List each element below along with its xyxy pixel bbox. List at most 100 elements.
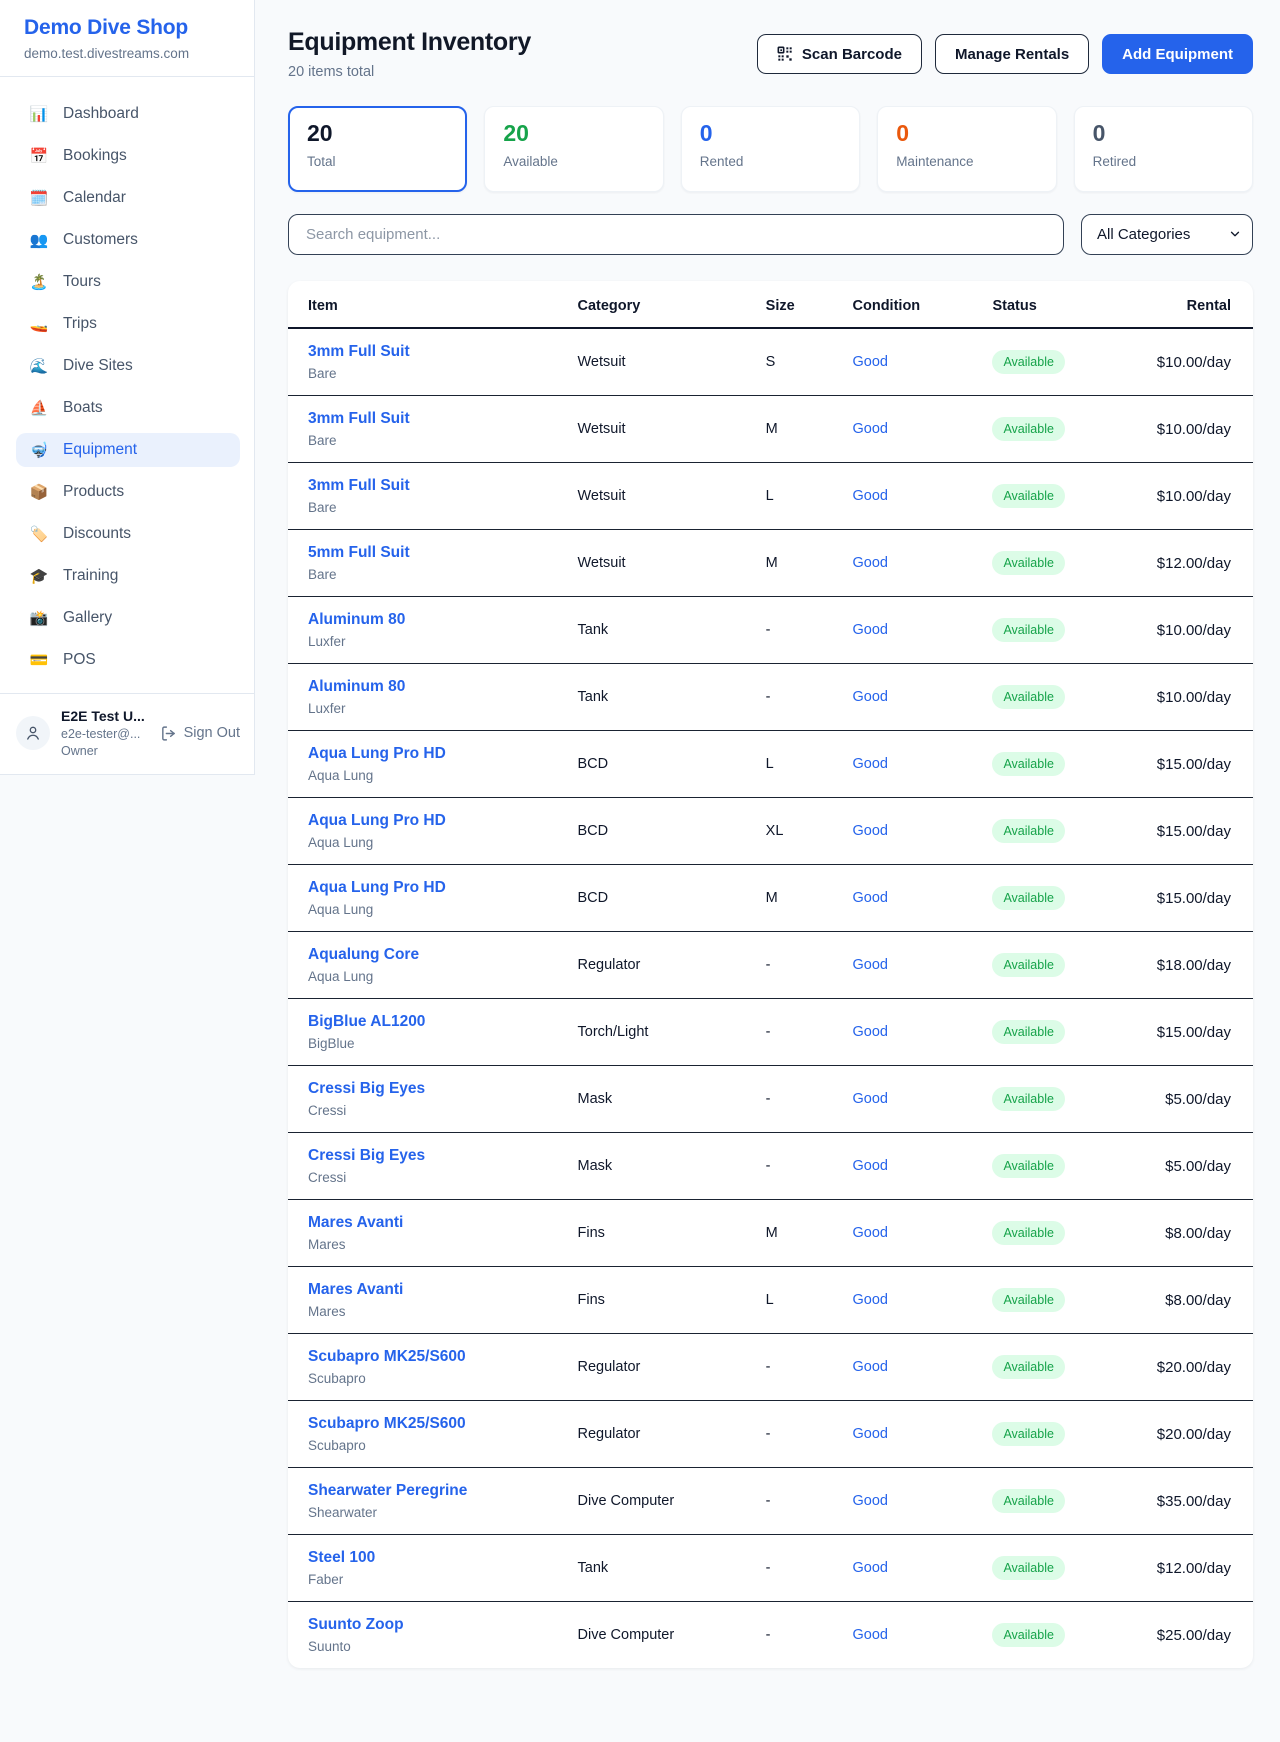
- page-header: Equipment Inventory 20 items total: [288, 28, 1253, 80]
- tours-icon: 🏝️: [29, 274, 49, 291]
- rental-cell: $12.00/day: [1156, 1559, 1231, 1577]
- condition-link[interactable]: Good: [852, 1091, 888, 1107]
- sidebar-item-products[interactable]: 📦 Products: [16, 475, 240, 509]
- sidebar-item-label: Products: [63, 483, 125, 500]
- manage-rentals-button[interactable]: Manage Rentals: [934, 34, 1090, 74]
- item-link[interactable]: Mares Avanti: [308, 1214, 404, 1231]
- stat-card-rented[interactable]: 0 Rented: [680, 106, 861, 192]
- condition-link[interactable]: Good: [852, 823, 888, 839]
- sidebar-item-trips[interactable]: 🚤 Trips: [16, 307, 240, 341]
- condition-link[interactable]: Good: [852, 890, 888, 906]
- sidebar-item-tours[interactable]: 🏝️ Tours: [16, 265, 240, 299]
- stat-value: 20: [307, 120, 333, 146]
- condition-link[interactable]: Good: [852, 354, 888, 370]
- table-row: 5mm Full Suit Bare Wetsuit M Good Availa…: [288, 530, 1253, 597]
- condition-link[interactable]: Good: [852, 1426, 888, 1442]
- sidebar-item-dive-sites[interactable]: 🌊 Dive Sites: [16, 349, 240, 383]
- status-badge: Available: [992, 1221, 1065, 1245]
- condition-link[interactable]: Good: [852, 622, 888, 638]
- table-row: Mares Avanti Mares Fins M Good Available…: [288, 1200, 1253, 1267]
- condition-link[interactable]: Good: [852, 1024, 888, 1040]
- stat-card-retired[interactable]: 0 Retired: [1073, 106, 1253, 192]
- condition-link[interactable]: Good: [852, 1493, 888, 1509]
- size-cell: -: [765, 1493, 771, 1509]
- condition-link[interactable]: Good: [852, 689, 888, 705]
- item-brand: Bare: [308, 433, 337, 448]
- sidebar-item-boats[interactable]: ⛵ Boats: [16, 391, 240, 425]
- item-link[interactable]: Aluminum 80: [308, 678, 406, 695]
- stat-value: 0: [1092, 120, 1106, 146]
- status-badge: Available: [992, 953, 1065, 977]
- add-equipment-button[interactable]: Add Equipment: [1102, 34, 1253, 74]
- stat-card-available[interactable]: 20 Available: [484, 106, 664, 192]
- sign-out-button[interactable]: Sign Out: [160, 725, 240, 742]
- sidebar: Demo Dive Shop demo.test.divestreams.com…: [0, 0, 255, 775]
- item-link[interactable]: Shearwater Peregrine: [308, 1482, 468, 1499]
- size-cell: L: [765, 1292, 774, 1308]
- item-link[interactable]: Aqua Lung Pro HD: [308, 812, 446, 829]
- condition-link[interactable]: Good: [852, 1225, 888, 1241]
- condition-link[interactable]: Good: [852, 1627, 888, 1643]
- sidebar-item-discounts[interactable]: 🏷️ Discounts: [16, 517, 240, 551]
- category-select[interactable]: All Categories: [1081, 214, 1253, 255]
- condition-link[interactable]: Good: [852, 1292, 888, 1308]
- status-badge: Available: [992, 1556, 1065, 1580]
- table-row: Aluminum 80 Luxfer Tank - Good Available…: [288, 597, 1253, 664]
- status-badge: Available: [992, 417, 1065, 441]
- dive-sites-icon: 🌊: [29, 358, 49, 375]
- item-link[interactable]: Cressi Big Eyes: [308, 1147, 426, 1164]
- rental-cell: $8.00/day: [1165, 1224, 1231, 1242]
- discounts-icon: 🏷️: [29, 526, 49, 543]
- column-header-category: Category: [577, 298, 641, 314]
- sidebar-item-training[interactable]: 🎓 Training: [16, 559, 240, 593]
- sidebar-item-calendar[interactable]: 🗓️ Calendar: [16, 181, 240, 215]
- item-link[interactable]: Cressi Big Eyes: [308, 1080, 426, 1097]
- stat-card-total[interactable]: 20 Total: [288, 106, 468, 192]
- table-row: Scubapro MK25/S600 Scubapro Regulator - …: [288, 1334, 1253, 1401]
- item-link[interactable]: Steel 100: [308, 1549, 376, 1566]
- search-input[interactable]: [288, 214, 1064, 255]
- sidebar-item-pos[interactable]: 💳 POS: [16, 643, 240, 677]
- item-link[interactable]: Scubapro MK25/S600: [308, 1348, 466, 1365]
- stat-card-maintenance[interactable]: 0 Maintenance: [877, 106, 1057, 192]
- condition-link[interactable]: Good: [852, 756, 888, 772]
- category-cell: BCD: [577, 890, 609, 906]
- rental-cell: $20.00/day: [1156, 1358, 1231, 1376]
- condition-link[interactable]: Good: [852, 421, 888, 437]
- sign-out-label: Sign Out: [183, 725, 240, 741]
- sidebar-item-customers[interactable]: 👥 Customers: [16, 223, 240, 257]
- table-row: 3mm Full Suit Bare Wetsuit M Good Availa…: [288, 396, 1253, 463]
- size-cell: -: [765, 1426, 771, 1442]
- sidebar-item-dashboard[interactable]: 📊 Dashboard: [16, 97, 240, 131]
- sidebar-item-equipment[interactable]: 🤿 Equipment: [16, 433, 240, 467]
- condition-link[interactable]: Good: [852, 1560, 888, 1576]
- scan-barcode-button[interactable]: Scan Barcode: [756, 34, 922, 74]
- condition-link[interactable]: Good: [852, 1158, 888, 1174]
- category-cell: Regulator: [577, 1426, 641, 1442]
- size-cell: -: [765, 1158, 771, 1174]
- item-link[interactable]: Scubapro MK25/S600: [308, 1415, 466, 1432]
- column-header-size: Size: [765, 298, 795, 314]
- item-link[interactable]: Suunto Zoop: [308, 1616, 404, 1633]
- item-link[interactable]: Aqua Lung Pro HD: [308, 879, 446, 896]
- item-link[interactable]: 5mm Full Suit: [308, 544, 410, 561]
- item-link[interactable]: BigBlue AL1200: [308, 1013, 426, 1030]
- item-link[interactable]: Aqua Lung Pro HD: [308, 745, 446, 762]
- item-link[interactable]: 3mm Full Suit: [308, 343, 410, 360]
- condition-link[interactable]: Good: [852, 1359, 888, 1375]
- item-link[interactable]: 3mm Full Suit: [308, 410, 410, 427]
- sidebar-item-gallery[interactable]: 📸 Gallery: [16, 601, 240, 635]
- item-link[interactable]: 3mm Full Suit: [308, 477, 410, 494]
- item-link[interactable]: Mares Avanti: [308, 1281, 404, 1298]
- condition-link[interactable]: Good: [852, 555, 888, 571]
- sidebar-item-bookings[interactable]: 📅 Bookings: [16, 139, 240, 173]
- item-link[interactable]: Aqualung Core: [308, 946, 420, 963]
- status-badge: Available: [992, 1020, 1065, 1044]
- table-row: Mares Avanti Mares Fins L Good Available…: [288, 1267, 1253, 1334]
- condition-link[interactable]: Good: [852, 488, 888, 504]
- condition-link[interactable]: Good: [852, 957, 888, 973]
- stat-value: 20: [503, 120, 529, 146]
- item-link[interactable]: Aluminum 80: [308, 611, 406, 628]
- sidebar-item-label: Training: [63, 567, 119, 584]
- status-badge: Available: [992, 1154, 1065, 1178]
